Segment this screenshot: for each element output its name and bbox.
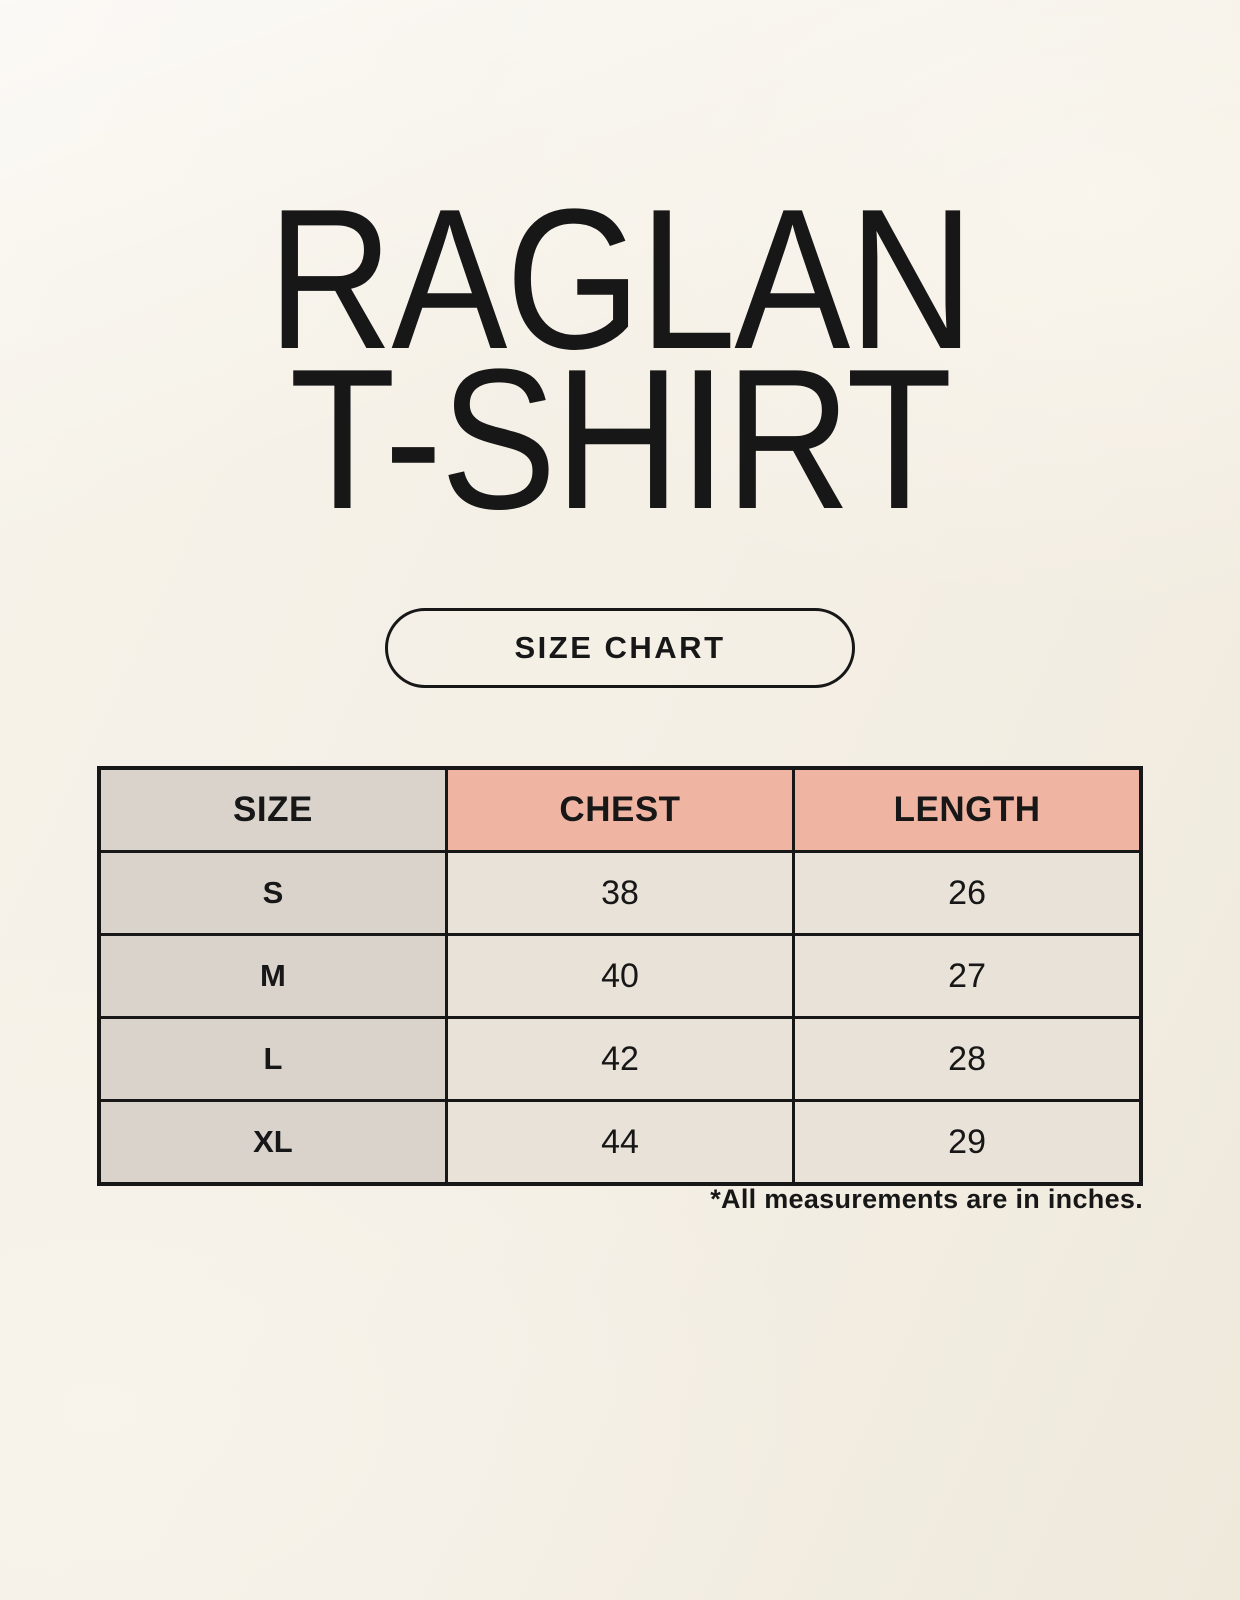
table-row-s: S 38 26 <box>97 850 1143 936</box>
table-row-l: L 42 28 <box>97 1016 1143 1102</box>
size-chart-table: SIZE CHEST LENGTH S 38 26 M 40 27 L 42 2… <box>97 766 1143 1186</box>
column-header-length: LENGTH <box>792 766 1143 853</box>
size-chart-button[interactable]: SIZE CHART <box>385 608 855 688</box>
chest-value-cell: 38 <box>444 850 796 936</box>
chest-value-cell: 42 <box>444 1016 796 1102</box>
size-cell: S <box>97 850 448 936</box>
length-value-cell: 27 <box>792 933 1143 1019</box>
table-row-m: M 40 27 <box>97 933 1143 1019</box>
column-header-size: SIZE <box>97 766 448 853</box>
column-header-chest: CHEST <box>444 766 796 853</box>
chest-value-cell: 44 <box>444 1099 796 1186</box>
length-value-cell: 29 <box>792 1099 1143 1186</box>
header-row: SIZE CHEST LENGTH <box>97 766 1143 853</box>
length-value-cell: 28 <box>792 1016 1143 1102</box>
length-value-cell: 26 <box>792 850 1143 936</box>
table-row-xl: XL 44 29 <box>97 1099 1143 1186</box>
size-cell: L <box>97 1016 448 1102</box>
product-title-line2: T-SHIRT <box>289 328 952 551</box>
size-chart-table-header: SIZE CHEST LENGTH <box>97 766 1143 853</box>
size-cell: XL <box>97 1099 448 1186</box>
size-cell: M <box>97 933 448 1019</box>
measurement-footnote: *All measurements are in inches. <box>710 1184 1143 1214</box>
chest-value-cell: 40 <box>444 933 796 1019</box>
product-title-line1: RAGLAN <box>267 168 974 391</box>
size-chart-button-label: SIZE CHART <box>514 630 726 665</box>
size-chart-table-body: S 38 26 M 40 27 L 42 28 XL 44 29 <box>97 850 1143 1186</box>
product-title: RAGLAN T-SHIRT <box>0 168 1240 551</box>
